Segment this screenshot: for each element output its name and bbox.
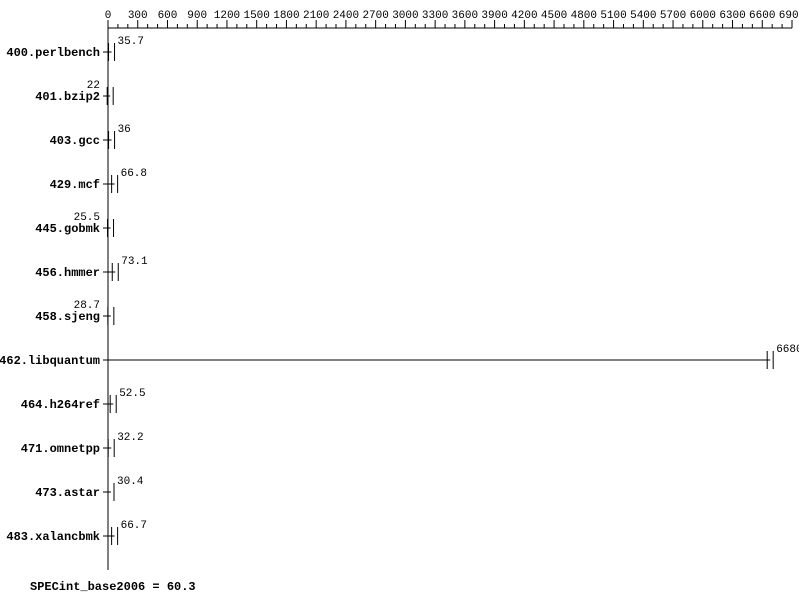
x-tick-label: 6300 bbox=[719, 10, 745, 22]
footer-text: SPECint_base2006 = 60.3 bbox=[30, 580, 196, 594]
value-label: 25.5 bbox=[74, 212, 100, 224]
x-tick-label: 3600 bbox=[452, 10, 478, 22]
x-tick-label: 3300 bbox=[422, 10, 448, 22]
category-label: 462.libquantum bbox=[0, 354, 100, 368]
x-tick-label: 5700 bbox=[660, 10, 686, 22]
x-tick-label: 2400 bbox=[333, 10, 359, 22]
chart-svg: 0300600900120015001800210024002700300033… bbox=[0, 0, 799, 606]
category-label: 473.astar bbox=[35, 486, 100, 500]
spec-chart: 0300600900120015001800210024002700300033… bbox=[0, 0, 799, 606]
value-label: 36 bbox=[118, 124, 131, 136]
x-tick-label: 300 bbox=[128, 10, 148, 22]
x-tick-label: 3000 bbox=[392, 10, 418, 22]
x-tick-label: 3900 bbox=[481, 10, 507, 22]
category-label: 464.h264ref bbox=[21, 398, 100, 412]
x-tick-label: 600 bbox=[158, 10, 178, 22]
value-label: 32.2 bbox=[117, 432, 143, 444]
category-label: 403.gcc bbox=[50, 134, 100, 148]
category-label: 458.sjeng bbox=[35, 310, 100, 324]
value-label: 66.8 bbox=[121, 168, 147, 180]
value-label: 30.4 bbox=[117, 476, 144, 488]
value-label: 73.1 bbox=[121, 256, 148, 268]
x-tick-label: 0 bbox=[105, 10, 112, 22]
value-label: 6680 bbox=[776, 344, 799, 356]
x-tick-label: 2100 bbox=[303, 10, 329, 22]
value-label: 22 bbox=[87, 80, 100, 92]
category-label: 400.perlbench bbox=[6, 46, 100, 60]
x-tick-label: 5100 bbox=[600, 10, 626, 22]
category-label: 401.bzip2 bbox=[35, 90, 100, 104]
value-label: 66.7 bbox=[121, 520, 147, 532]
x-tick-label: 1200 bbox=[214, 10, 240, 22]
category-label: 445.gobmk bbox=[35, 222, 100, 236]
category-label: 471.omnetpp bbox=[21, 442, 100, 456]
category-label: 456.hmmer bbox=[35, 266, 100, 280]
x-tick-label: 4800 bbox=[571, 10, 597, 22]
x-tick-label: 4500 bbox=[541, 10, 567, 22]
x-tick-label: 2700 bbox=[362, 10, 388, 22]
category-label: 429.mcf bbox=[50, 178, 100, 192]
x-tick-label: 5400 bbox=[630, 10, 656, 22]
x-tick-label: 1800 bbox=[273, 10, 299, 22]
x-tick-label: 6600 bbox=[749, 10, 775, 22]
x-tick-label: 4200 bbox=[511, 10, 537, 22]
x-tick-label: 6900 bbox=[779, 10, 799, 22]
value-label: 28.7 bbox=[74, 300, 100, 312]
x-tick-label: 1500 bbox=[243, 10, 269, 22]
value-label: 35.7 bbox=[118, 36, 144, 48]
x-tick-label: 6000 bbox=[690, 10, 716, 22]
x-tick-label: 900 bbox=[187, 10, 207, 22]
value-label: 52.5 bbox=[119, 388, 145, 400]
category-label: 483.xalancbmk bbox=[6, 530, 100, 544]
